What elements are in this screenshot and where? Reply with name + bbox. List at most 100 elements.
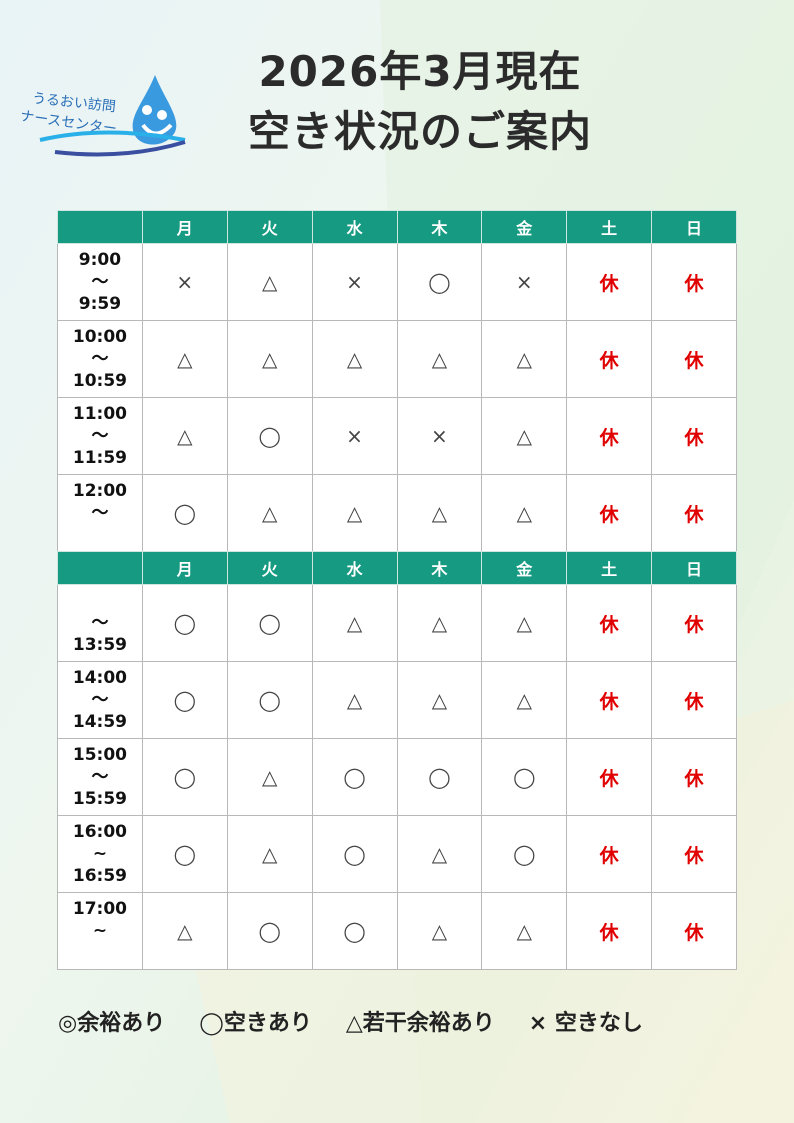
water-drop-icon — [39, 75, 186, 157]
day-header: 金 — [481, 551, 568, 585]
table-row: 12:00 〜 ◯ △ △ △ △ 休休 — [57, 474, 737, 552]
slot-cell: △ — [226, 738, 313, 816]
legend-item: △若干余裕あり — [345, 1011, 495, 1036]
slot-cell: △ — [226, 320, 313, 398]
slot-cell: × — [141, 243, 228, 321]
day-header: 木 — [396, 210, 483, 244]
morning-schedule-table: 月火水木金土日 9:00 〜 9:59 × △ × ◯ × 休休 10:00 〜 10:59 △ △ △ △ △ 休… — [57, 210, 737, 552]
time-text: 13:59 — [72, 635, 127, 655]
day-header: 月 — [141, 551, 228, 585]
time-text — [58, 942, 142, 964]
slot-cell: 休 — [566, 738, 653, 816]
slot-cell: ◯ — [226, 661, 313, 739]
day-header: 火 — [226, 210, 313, 244]
table-row: 17:00 ~ △ ◯ ◯ △ △ 休休 — [57, 892, 737, 970]
table-row: 14:00 〜 14:59 ◯ ◯ △ △ △ 休休 — [57, 661, 737, 739]
day-header: 金 — [481, 210, 568, 244]
slot-cell: 休 — [651, 584, 737, 662]
slot-cell: △ — [396, 584, 483, 662]
title-line-1: 2026年3月現在 — [258, 47, 582, 96]
time-text: 〜 — [91, 349, 109, 369]
slot-cell: △ — [141, 320, 228, 398]
table-row: 11:00 〜 11:59 △ ◯ × × △ 休休 — [57, 397, 737, 475]
slot-cell: △ — [481, 397, 568, 475]
slot-cell: 休 — [651, 738, 737, 816]
time-cell: 9:00 〜 9:59 — [57, 243, 143, 321]
time-text: ~ — [92, 844, 108, 864]
day-header: 水 — [311, 551, 398, 585]
legend-item: × 空きなし — [528, 1011, 643, 1036]
time-text: 16:00 — [72, 822, 127, 842]
slot-cell: ◯ — [396, 243, 483, 321]
slot-cell: 休 — [566, 892, 653, 970]
slot-cell: △ — [396, 474, 483, 552]
title-line-2: 空き状況のご案内 — [247, 107, 592, 156]
legend-item: ◎余裕あり — [58, 1011, 166, 1036]
slot-cell: ◯ — [141, 815, 228, 893]
slot-cell: △ — [226, 243, 313, 321]
time-cell: 17:00 ~ — [57, 892, 143, 970]
slot-cell: ◯ — [481, 738, 568, 816]
slot-cell: 休 — [651, 892, 737, 970]
table-row: 9:00 〜 9:59 × △ × ◯ × 休休 — [57, 243, 737, 321]
slot-cell: ◯ — [141, 584, 228, 662]
header-row: 月火水木金土日 — [57, 210, 737, 244]
header-corner — [57, 210, 143, 244]
slot-cell: 休 — [651, 243, 737, 321]
legend: ◎余裕あり ◯空きあり △若干余裕あり × 空きなし — [58, 1005, 643, 1037]
time-text — [58, 524, 142, 546]
slot-cell: ◯ — [141, 661, 228, 739]
time-text: 11:00 — [72, 404, 127, 424]
time-cell: 12:00 〜 — [57, 474, 143, 552]
time-text: 17:00 — [72, 899, 127, 919]
time-text: 11:59 — [72, 448, 127, 468]
time-text: 〜 — [91, 272, 109, 292]
slot-cell: 休 — [566, 584, 653, 662]
page-title: 2026年3月現在 空き状況のご案内 — [190, 42, 650, 162]
time-text: 〜 — [91, 767, 109, 787]
slot-cell: 休 — [566, 397, 653, 475]
day-header: 日 — [651, 210, 737, 244]
table-row: 10:00 〜 10:59 △ △ △ △ △ 休休 — [57, 320, 737, 398]
slot-cell: ◯ — [311, 815, 398, 893]
slot-cell: ◯ — [226, 584, 313, 662]
table-row: 〜 13:59 ◯ ◯ △ △ △ 休休 — [57, 584, 737, 662]
day-header: 日 — [651, 551, 737, 585]
slot-cell: 休 — [566, 474, 653, 552]
slot-cell: 休 — [566, 661, 653, 739]
slot-cell: 休 — [651, 661, 737, 739]
time-text: 15:00 — [72, 745, 127, 765]
afternoon-schedule-table: 月火水木金土日 〜 13:59 ◯ ◯ △ △ △ 休休 14:00 〜 14:59 ◯ ◯ △ △ △ 休休 1… — [57, 551, 737, 970]
time-text: 12:00 — [72, 481, 127, 501]
time-cell: 15:00 〜 15:59 — [57, 738, 143, 816]
slot-cell: △ — [481, 320, 568, 398]
slot-cell: 休 — [651, 320, 737, 398]
slot-cell: ◯ — [311, 892, 398, 970]
slot-cell: △ — [311, 474, 398, 552]
time-text: 10:00 — [72, 327, 127, 347]
day-header: 土 — [566, 210, 653, 244]
slot-cell: × — [396, 397, 483, 475]
slot-cell: 休 — [651, 397, 737, 475]
slot-cell: △ — [396, 815, 483, 893]
time-cell: 10:00 〜 10:59 — [57, 320, 143, 398]
time-text — [58, 590, 142, 612]
time-cell: 16:00 ~16:59 — [57, 815, 143, 893]
slot-cell: △ — [481, 584, 568, 662]
slot-cell: ◯ — [226, 892, 313, 970]
time-text: 〜 — [91, 426, 109, 446]
slot-cell: △ — [141, 892, 228, 970]
logo: うるおい訪問 ナースセンター — [15, 70, 195, 160]
slot-cell: △ — [481, 892, 568, 970]
slot-cell: × — [311, 397, 398, 475]
time-text: ~ — [92, 921, 108, 941]
time-cell: 14:00 〜 14:59 — [57, 661, 143, 739]
slot-cell: △ — [226, 474, 313, 552]
slot-cell: ◯ — [141, 474, 228, 552]
table-row: 15:00 〜 15:59 ◯ △ ◯ ◯ ◯ 休休 — [57, 738, 737, 816]
day-header: 水 — [311, 210, 398, 244]
time-text: 9:00 — [78, 250, 122, 270]
time-text: 14:00 — [72, 668, 127, 688]
time-text: 9:59 — [78, 294, 122, 314]
time-text: 14:59 — [72, 712, 127, 732]
